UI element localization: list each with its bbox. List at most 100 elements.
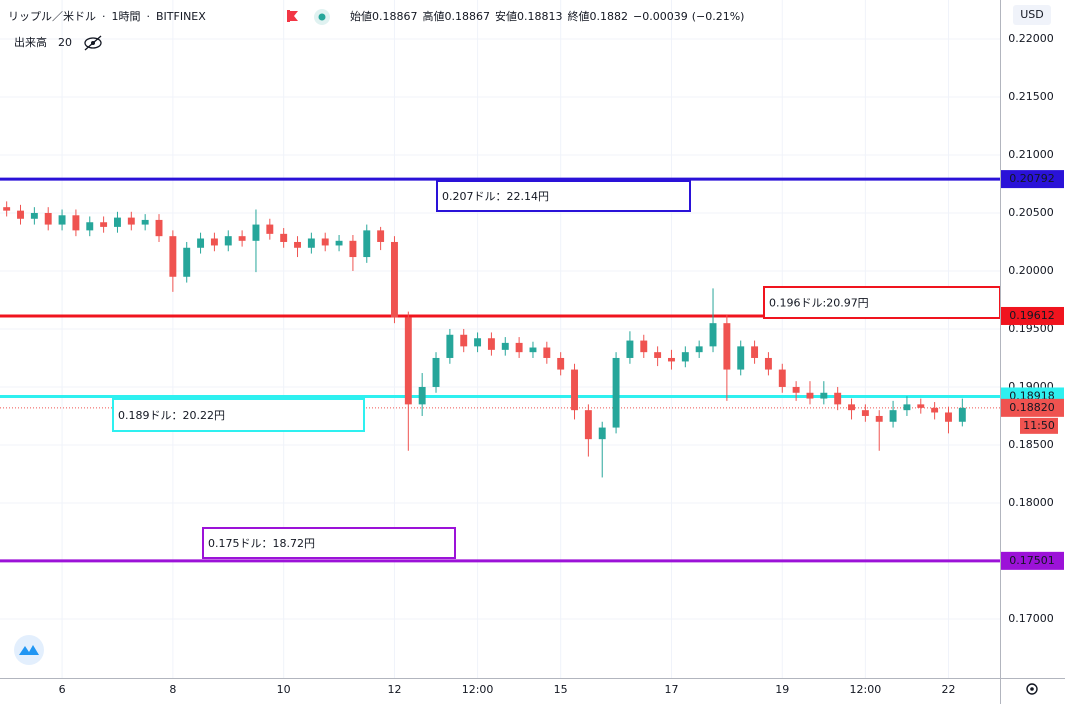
annotation-text: 0.196ドル:20.97円 [769,297,869,310]
candle-body [30,212,38,219]
candle-body [100,222,108,227]
x-tick-label: 12:00 [462,683,494,696]
candle-body [792,386,800,393]
candle-body [197,238,205,248]
candle-body [875,415,883,422]
candle-body [487,338,495,350]
exchange: BITFINEX [156,10,206,23]
y-tick-label: 0.21500 [1008,90,1054,103]
candle-body [17,210,24,219]
candle-body [363,230,371,258]
annotation-box [112,398,365,432]
x-tick-label: 12 [387,683,401,696]
settings-icon[interactable] [1026,683,1038,695]
candle-body [349,240,357,258]
candle-body [820,392,828,399]
logo[interactable] [14,635,44,665]
separator: · [102,10,106,23]
annotation-text: 0.207ドル：22.14円 [442,190,549,203]
candle-body [321,238,329,246]
candle-body [86,222,94,231]
candle-body [958,407,966,422]
ohlc-value: 0.18867 [372,10,418,23]
symbol: リップル／米ドル [8,10,96,23]
levels [0,177,1000,563]
candle-body [114,217,121,227]
y-tick-label: 0.20500 [1008,206,1054,219]
candle-body [432,357,440,387]
price-label: 0.20792 [1009,172,1055,185]
price-label: 0.19612 [1009,309,1055,322]
candle-body [626,340,634,358]
currency-button[interactable] [1013,5,1051,25]
candle-body [751,346,759,358]
ohlc-value: 0.18867 [445,10,491,23]
ohlc-value: 0.1882 [590,10,629,23]
price-label-box [1001,306,1064,325]
candle-body [183,247,191,277]
candle-body [681,352,689,362]
x-tick-label: 6 [59,683,66,696]
ohlc-label: 安値 [495,9,517,23]
candle-body [72,215,80,231]
candle-body [141,219,149,225]
x-tick-label: 15 [554,683,568,696]
candle-body [377,230,385,242]
hide-icon[interactable] [84,35,102,51]
y-tick-label: 0.18500 [1008,438,1054,451]
y-tick-label: 0.17000 [1008,612,1054,625]
price-label: 0.17501 [1009,554,1055,567]
grid [0,0,1000,678]
candle-body [515,342,523,353]
x-tick-label: 12:00 [850,683,882,696]
candle-body [155,219,163,237]
volume-label: 出来高 [14,35,47,49]
candle-body [460,334,468,347]
interval: 1時間 [112,10,141,23]
candle-body [668,357,675,362]
candle-body [224,236,232,246]
flag-pole [287,10,290,22]
candle-body [294,241,301,248]
x-tick-label: 10 [277,683,291,696]
candle-body [695,346,703,353]
change: −0.00039 [633,10,688,23]
candle-body [58,215,66,225]
countdown: 11:50 [1023,419,1055,432]
volume-length: 20 [58,36,72,49]
y-tick-label: 0.19500 [1008,322,1054,335]
candle-body [529,347,537,353]
price-label-box [1001,551,1064,570]
candle-body [917,404,925,408]
y-tick-label: 0.20000 [1008,264,1054,277]
candle-body [280,233,288,242]
x-tick-label: 8 [169,683,176,696]
candle-body [931,407,939,413]
candle-body [266,224,274,234]
candle-body [834,392,842,405]
candle-body [640,340,648,353]
candle-body [335,240,343,246]
candle-body [446,334,454,358]
last-price-box [1001,398,1064,417]
candle-body [238,236,246,241]
countdown-box [1020,417,1058,434]
overlay: 0.207ドル：22.14円 0.196ドル:20.97円 0.189ドル：20.2… [112,180,1001,559]
last-price-label: 0.18820 [1009,401,1055,414]
annotation-box [202,527,456,559]
flag-icon[interactable] [290,11,298,21]
status-dot [318,13,326,21]
separator: · [147,10,151,23]
candle-body [391,241,398,318]
candle-body [778,369,786,387]
candles [3,201,966,478]
candle-body [584,410,592,440]
candle-body [44,212,52,225]
currency: USD [1020,8,1044,21]
annotation-box [436,180,691,212]
candle-body [861,410,869,416]
annotation-text: 0.189ドル：20.22円 [118,409,225,422]
ohlc-label: 始値 [350,9,372,23]
candle-body [598,427,606,440]
